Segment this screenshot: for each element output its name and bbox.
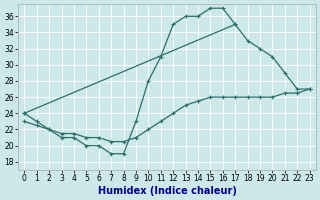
X-axis label: Humidex (Indice chaleur): Humidex (Indice chaleur) [98, 186, 236, 196]
